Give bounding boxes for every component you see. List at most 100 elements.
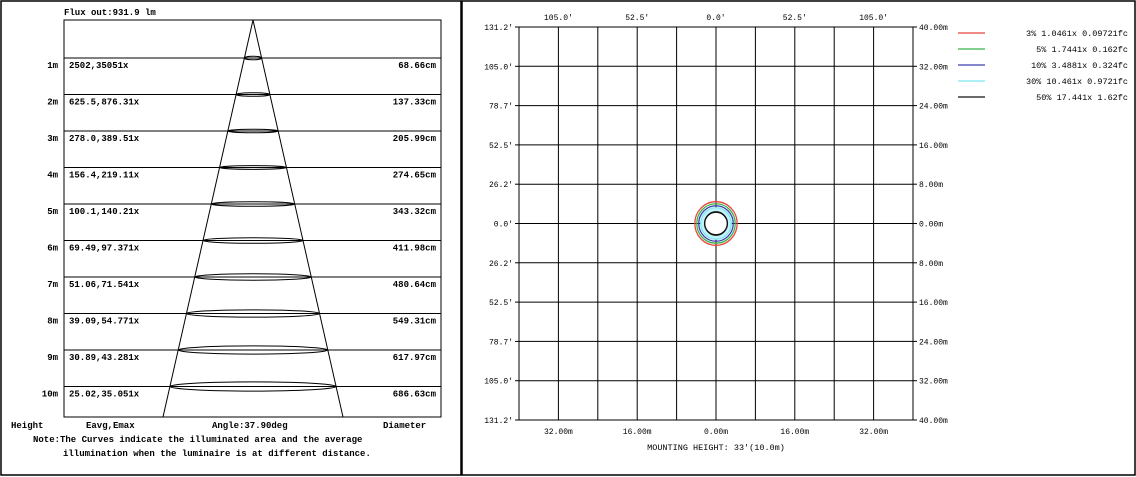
- row-eavg-emax: 30.89,43.281x: [69, 353, 140, 363]
- right-tick-label: 0.00m: [919, 221, 943, 230]
- row-eavg-emax: 51.06,71.541x: [69, 280, 140, 290]
- row-height-label: 10m: [42, 390, 59, 400]
- mounting-height-label: MOUNTING HEIGHT: 33'(10.0m): [647, 443, 785, 453]
- beam-ellipse: [243, 55, 263, 61]
- top-tick-label: 105.0': [544, 14, 573, 23]
- row-height-label: 6m: [47, 244, 58, 254]
- beam-ellipse: [202, 237, 304, 244]
- cone-edge-right: [252, 19, 344, 418]
- top-tick-label: 0.0': [706, 14, 725, 23]
- left-tick-label: 105.0': [484, 63, 513, 72]
- row-eavg-emax: 278.0,389.51x: [69, 134, 140, 144]
- beam-ellipse: [185, 309, 321, 318]
- row-diameter: 274.65cm: [393, 171, 437, 181]
- row-diameter: 411.98cm: [393, 244, 437, 254]
- row-height-label: 4m: [47, 171, 58, 181]
- isolux-axis-ticks: 131.2' 105.0' 78.7' 52.5' 26.2' 0.0' 26.2' 52.5…: [484, 14, 948, 437]
- isolux-curves: [694, 201, 738, 246]
- legend-entry: 5% 1.7441x 0.162fc: [1036, 45, 1128, 55]
- left-tick-label: 131.2': [484, 24, 513, 33]
- footer-height-label: Height: [11, 421, 43, 431]
- row-eavg-emax: 69.49,97.371x: [69, 244, 140, 254]
- right-panel-border: [461, 0, 1136, 476]
- beam-cone-panel: Flux out:931.9 lm 1m 2502,35051x 68.66cm 2m…: [11, 8, 442, 459]
- left-tick-label: 52.5': [489, 299, 513, 308]
- beam-ellipse: [235, 92, 271, 97]
- right-tick-label: 40.00m: [919, 417, 948, 426]
- top-tick-label: 52.5': [625, 14, 649, 23]
- right-tick-label: 16.00m: [919, 142, 948, 151]
- row-eavg-emax: 625.5,876.31x: [69, 98, 140, 108]
- note-line-1: Note:The Curves indicate the illuminated…: [33, 435, 362, 445]
- left-tick-label: 52.5': [489, 142, 513, 151]
- bottom-tick-label: 16.00m: [623, 428, 652, 437]
- bottom-tick-label: 32.00m: [544, 428, 573, 437]
- cone-table-footer: Height Eavg,Emax Angle:37.90deg Diameter…: [11, 421, 426, 459]
- right-tick-label: 24.00m: [919, 103, 948, 112]
- beam-ellipse: [177, 345, 329, 355]
- beam-ellipse: [227, 128, 279, 134]
- legend-entry: 30% 10.461x 0.9721fc: [1026, 77, 1128, 87]
- cone-edge-left: [162, 19, 254, 418]
- left-tick-label: 131.2': [484, 417, 513, 426]
- left-tick-label: 0.0': [494, 221, 513, 230]
- beam-cone: [162, 19, 344, 418]
- beam-ellipse: [219, 165, 287, 170]
- left-tick-label: 105.0': [484, 378, 513, 387]
- row-height-label: 1m: [47, 61, 58, 71]
- row-eavg-emax: 156.4,219.11x: [69, 171, 140, 181]
- legend-entry: 3% 1.0461x 0.09721fc: [1026, 29, 1128, 39]
- isolux-curve: [698, 205, 734, 242]
- row-diameter: 686.63cm: [393, 390, 437, 400]
- row-height-label: 7m: [47, 280, 58, 290]
- row-diameter: 617.97cm: [393, 353, 437, 363]
- row-eavg-emax: 2502,35051x: [69, 61, 129, 71]
- row-diameter: 549.31cm: [393, 317, 437, 327]
- isolux-curve: [696, 203, 736, 244]
- legend-entry: 10% 3.4881x 0.324fc: [1031, 61, 1128, 71]
- bottom-tick-label: 32.00m: [859, 428, 888, 437]
- isolux-core: [704, 211, 728, 236]
- right-tick-label: 32.00m: [919, 378, 948, 387]
- right-tick-label: 40.00m: [919, 24, 948, 33]
- row-height-label: 2m: [47, 98, 58, 108]
- row-diameter: 480.64cm: [393, 280, 437, 290]
- row-eavg-emax: 100.1,140.21x: [69, 207, 140, 217]
- row-diameter: 343.32cm: [393, 207, 437, 217]
- row-height-label: 3m: [47, 134, 58, 144]
- footer-eavg-label: Eavg,Emax: [86, 421, 135, 431]
- isolux-panel: 131.2' 105.0' 78.7' 52.5' 26.2' 0.0' 26.2' 52.5…: [484, 14, 1128, 453]
- row-eavg-emax: 25.02,35.051x: [69, 390, 140, 400]
- top-tick-label: 52.5': [783, 14, 807, 23]
- isolux-legend: 3% 1.0461x 0.09721fc 5% 1.7441x 0.162fc 10…: [958, 29, 1128, 103]
- right-tick-label: 8.00m: [919, 181, 943, 190]
- right-tick-label: 16.00m: [919, 299, 948, 308]
- flux-label: Flux out:931.9 lm: [64, 8, 156, 18]
- beam-ellipse: [169, 381, 337, 392]
- beam-ellipse: [194, 273, 312, 281]
- row-diameter: 205.99cm: [393, 134, 437, 144]
- footer-angle-label: Angle:37.90deg: [212, 421, 288, 431]
- note-line-2: illumination when the luminaire is at di…: [63, 449, 371, 459]
- right-tick-label: 8.00m: [919, 260, 943, 269]
- right-tick-label: 24.00m: [919, 338, 948, 347]
- row-height-label: 8m: [47, 317, 58, 327]
- row-height-label: 5m: [47, 207, 58, 217]
- top-tick-label: 105.0': [859, 14, 888, 23]
- row-diameter: 137.33cm: [393, 98, 437, 108]
- left-tick-label: 78.7': [489, 338, 513, 347]
- cone-table-rows: 1m 2502,35051x 68.66cm 2m 625.5,876.31x 137.3…: [42, 61, 437, 400]
- row-eavg-emax: 39.09,54.771x: [69, 317, 140, 327]
- left-tick-label: 26.2': [489, 181, 513, 190]
- row-diameter: 68.66cm: [398, 61, 436, 71]
- bottom-tick-label: 0.00m: [704, 428, 728, 437]
- beam-ellipse: [210, 201, 296, 207]
- left-panel-border: [0, 0, 462, 476]
- left-tick-label: 26.2': [489, 260, 513, 269]
- legend-entry: 50% 17.441x 1.62fc: [1036, 93, 1128, 103]
- row-height-label: 9m: [47, 353, 58, 363]
- bottom-tick-label: 16.00m: [780, 428, 809, 437]
- isolux-curve: [694, 201, 738, 246]
- footer-diameter-label: Diameter: [383, 421, 426, 431]
